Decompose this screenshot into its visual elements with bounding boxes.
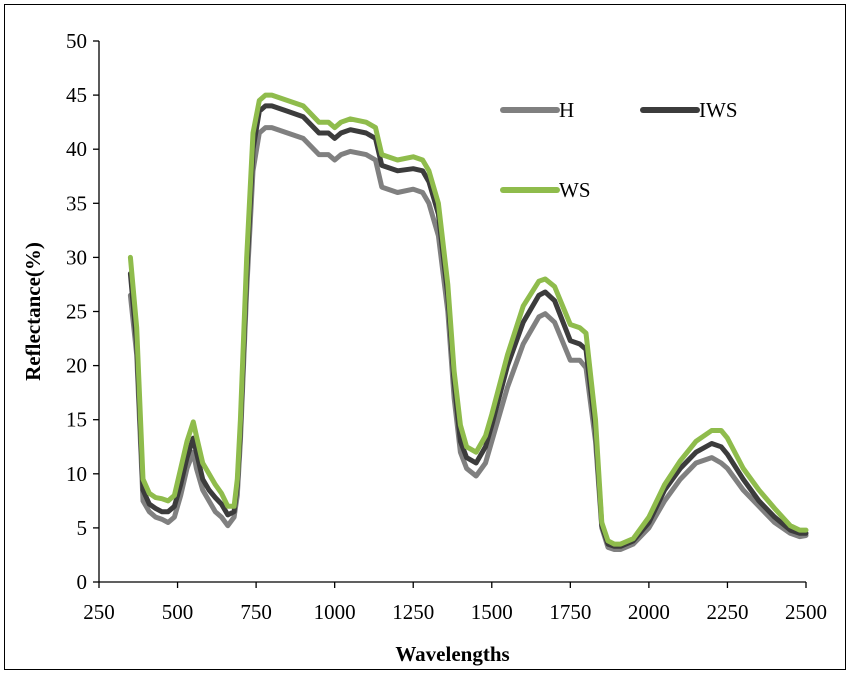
legend-item-iws: IWS xyxy=(640,98,738,122)
series-line-h xyxy=(127,125,809,552)
x-tick-label: 2250 xyxy=(706,600,748,624)
chart-frame xyxy=(4,4,846,670)
y-tick-label: 25 xyxy=(66,300,87,324)
x-tick-label: 1000 xyxy=(314,600,356,624)
axis-ticks: 0 5 10 15 20 25 30 35 40 45 50 250 500 750 1000 1250 150… xyxy=(66,29,827,624)
y-tick-label: 5 xyxy=(77,516,88,540)
x-tick-label: 2500 xyxy=(785,600,827,624)
y-tick-label: 20 xyxy=(66,354,87,378)
y-tick-label: 15 xyxy=(66,408,87,432)
plot-area: 0 5 10 15 20 25 30 35 40 45 50 250 500 750 1000 1250 150… xyxy=(66,29,827,624)
legend: H IWS WS xyxy=(500,98,738,202)
y-tick-label: 0 xyxy=(77,570,88,594)
x-tick-label: 1500 xyxy=(471,600,513,624)
legend-label: IWS xyxy=(699,98,738,122)
legend-label: H xyxy=(559,98,574,122)
x-tick-label: 2000 xyxy=(628,600,670,624)
legend-item-ws: WS xyxy=(500,178,591,202)
x-tick-label: 1750 xyxy=(549,600,591,624)
x-tick-label: 750 xyxy=(240,600,272,624)
y-tick-label: 50 xyxy=(66,29,87,53)
y-tick-label: 35 xyxy=(66,191,87,215)
series-line-iws xyxy=(127,103,809,549)
y-tick-label: 40 xyxy=(66,137,87,161)
y-axis-title: Reflectance(%) xyxy=(21,242,45,381)
series-line-ws xyxy=(127,92,809,547)
series-lines xyxy=(127,92,809,552)
x-tick-label: 1250 xyxy=(392,600,434,624)
x-tick-label: 250 xyxy=(83,600,115,624)
y-tick-label: 45 xyxy=(66,83,87,107)
x-tick-label: 500 xyxy=(162,600,194,624)
legend-label: WS xyxy=(559,178,591,202)
y-tick-label: 30 xyxy=(66,245,87,269)
y-tick-label: 10 xyxy=(66,462,87,486)
x-axis-title: Wavelengths xyxy=(395,642,509,666)
legend-item-h: H xyxy=(500,98,574,122)
